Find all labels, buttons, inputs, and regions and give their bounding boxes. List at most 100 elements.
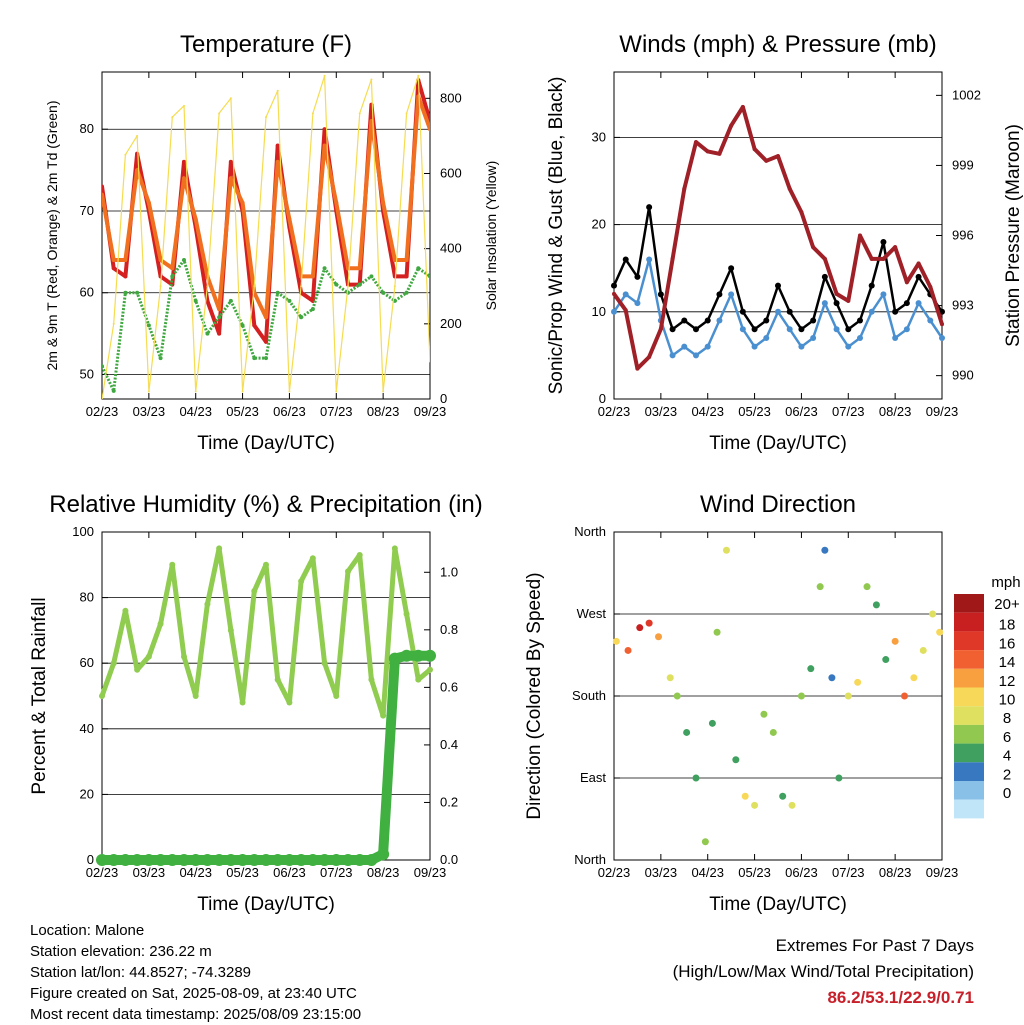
data-point <box>811 245 816 250</box>
data-point <box>251 588 258 595</box>
data-point <box>368 676 375 683</box>
data-point <box>194 390 197 393</box>
data-point <box>393 285 396 288</box>
recent-timestamp: Most recent data timestamp: 2025/08/09 2… <box>30 1006 362 1023</box>
data-point <box>347 285 349 288</box>
data-point <box>869 256 874 261</box>
data-point <box>416 266 421 271</box>
data-point <box>110 660 117 667</box>
data-point <box>157 620 164 627</box>
x-tick-label: 05/23 <box>738 865 771 880</box>
data-point <box>655 633 663 641</box>
data-point <box>903 300 910 307</box>
data-point <box>154 854 167 866</box>
data-point <box>159 285 162 288</box>
data-point <box>404 258 409 263</box>
data-point <box>123 290 128 295</box>
x-tick-label: 07/23 <box>832 404 865 419</box>
data-point <box>381 290 386 295</box>
data-point <box>646 204 653 211</box>
data-point <box>670 256 675 261</box>
station-elevation: Station elevation: 236.22 m <box>30 943 212 960</box>
data-point <box>693 326 699 333</box>
data-point <box>158 356 163 361</box>
data-point <box>428 127 430 132</box>
data-point <box>404 274 409 279</box>
colorbar-swatch <box>954 668 984 688</box>
x-tick-label: 03/23 <box>645 404 678 419</box>
colorbar-swatch <box>954 762 984 781</box>
data-point <box>204 601 211 608</box>
data-point <box>102 184 104 189</box>
data-point <box>919 646 927 654</box>
chart-title: Wind Direction <box>700 491 856 518</box>
y-right-tick-label: 600 <box>440 165 462 180</box>
data-point <box>333 693 340 699</box>
data-point <box>217 331 222 336</box>
x-tick-label: 09/23 <box>414 404 447 419</box>
data-point <box>872 601 880 609</box>
data-point <box>728 291 735 298</box>
data-point <box>122 607 129 614</box>
data-point <box>429 360 430 363</box>
data-point <box>193 217 198 222</box>
colorbar-swatch <box>954 612 984 632</box>
data-point <box>182 176 186 181</box>
data-point <box>145 653 152 660</box>
plot-frame <box>613 71 943 400</box>
data-point <box>136 134 139 137</box>
data-point <box>166 854 179 866</box>
data-point <box>236 854 249 866</box>
data-point <box>424 649 436 662</box>
data-point <box>252 356 257 361</box>
data-point <box>903 326 910 333</box>
data-point <box>311 112 314 115</box>
data-point <box>299 315 304 320</box>
data-point <box>797 692 805 700</box>
figure-created: Figure created on Sat, 2025-08-09, at 23… <box>30 985 357 1002</box>
data-point <box>182 159 186 164</box>
data-point <box>622 291 629 298</box>
data-point <box>752 147 757 152</box>
colorbar-label: 12 <box>999 673 1016 690</box>
data-point <box>763 334 770 341</box>
data-point <box>673 692 681 700</box>
y-axis-label: Sonic/Prop Wind & Gust (Blue, Black) <box>546 77 567 395</box>
y-tick-label: West <box>577 606 607 621</box>
colorbar-swatch <box>954 706 984 725</box>
data-point <box>893 245 898 250</box>
data-point <box>216 545 223 552</box>
data-point <box>916 261 921 266</box>
x-tick-label: 03/23 <box>133 404 166 419</box>
data-point <box>854 678 862 686</box>
data-point <box>713 628 721 636</box>
data-point <box>135 290 140 295</box>
data-point <box>388 652 401 665</box>
data-point <box>940 322 944 327</box>
data-point <box>683 728 691 736</box>
data-point <box>939 334 945 341</box>
data-point <box>612 291 616 296</box>
data-point <box>728 265 735 272</box>
data-point <box>810 317 817 324</box>
data-point <box>283 854 296 866</box>
colorbar-label: 6 <box>1003 729 1011 746</box>
data-point <box>142 854 155 866</box>
y-tick-label: 70 <box>80 203 94 218</box>
data-point <box>751 326 758 333</box>
data-point <box>181 653 187 660</box>
data-point <box>880 239 887 246</box>
data-point <box>260 854 272 866</box>
y-axis-label: Percent & Total Rainfall <box>29 597 50 794</box>
data-point <box>751 801 759 809</box>
data-point <box>634 300 641 307</box>
data-point <box>612 637 620 645</box>
data-point <box>111 388 116 393</box>
data-point <box>740 105 745 110</box>
data-point <box>288 390 291 393</box>
y-right-tick-label: 400 <box>440 241 462 256</box>
x-tick-label: 09/23 <box>926 404 959 419</box>
data-point <box>717 151 722 156</box>
data-point <box>335 390 338 393</box>
data-point <box>213 854 226 866</box>
